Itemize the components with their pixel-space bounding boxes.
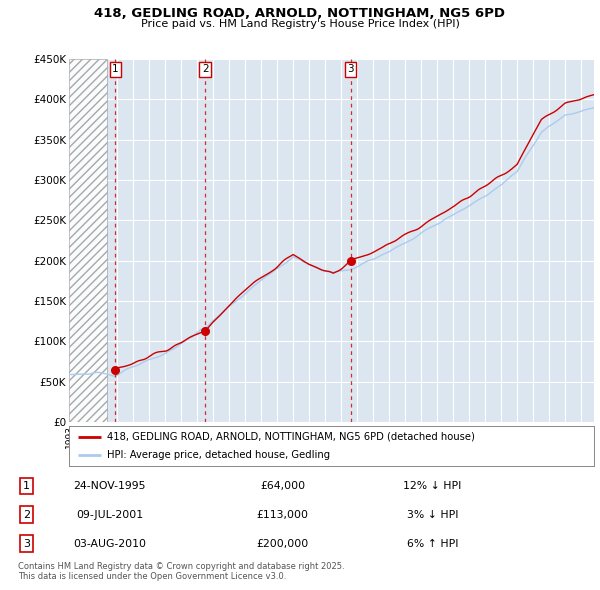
Text: 2: 2 bbox=[202, 64, 209, 74]
Text: 1: 1 bbox=[23, 481, 30, 491]
Text: 418, GEDLING ROAD, ARNOLD, NOTTINGHAM, NG5 6PD: 418, GEDLING ROAD, ARNOLD, NOTTINGHAM, N… bbox=[95, 7, 505, 20]
Text: 12% ↓ HPI: 12% ↓ HPI bbox=[403, 481, 461, 491]
Bar bbox=[69, 59, 107, 422]
Text: Price paid vs. HM Land Registry's House Price Index (HPI): Price paid vs. HM Land Registry's House … bbox=[140, 19, 460, 29]
Text: 3: 3 bbox=[347, 64, 354, 74]
Text: 3: 3 bbox=[23, 539, 30, 549]
Text: 09-JUL-2001: 09-JUL-2001 bbox=[76, 510, 143, 520]
Text: £113,000: £113,000 bbox=[257, 510, 309, 520]
Text: 24-NOV-1995: 24-NOV-1995 bbox=[74, 481, 146, 491]
Text: 03-AUG-2010: 03-AUG-2010 bbox=[73, 539, 146, 549]
Text: £200,000: £200,000 bbox=[257, 539, 309, 549]
Text: 6% ↑ HPI: 6% ↑ HPI bbox=[407, 539, 458, 549]
Text: 418, GEDLING ROAD, ARNOLD, NOTTINGHAM, NG5 6PD (detached house): 418, GEDLING ROAD, ARNOLD, NOTTINGHAM, N… bbox=[107, 432, 475, 442]
Text: 2: 2 bbox=[23, 510, 30, 520]
Text: 1: 1 bbox=[112, 64, 119, 74]
Text: Contains HM Land Registry data © Crown copyright and database right 2025.
This d: Contains HM Land Registry data © Crown c… bbox=[18, 562, 344, 581]
Text: 3% ↓ HPI: 3% ↓ HPI bbox=[407, 510, 458, 520]
Text: £64,000: £64,000 bbox=[260, 481, 305, 491]
Text: HPI: Average price, detached house, Gedling: HPI: Average price, detached house, Gedl… bbox=[107, 450, 330, 460]
